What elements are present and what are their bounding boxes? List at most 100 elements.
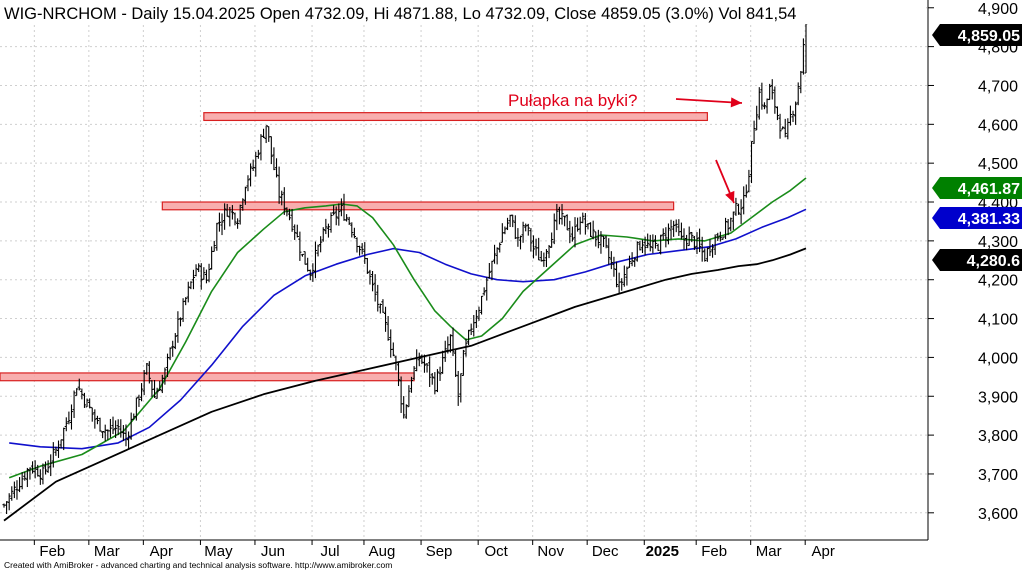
ohlc-bar [334,206,338,226]
ohlc-bar [614,261,619,288]
ohlc-bar [477,306,481,321]
ohlc-bar [62,427,66,451]
ohlc-bar [293,224,297,240]
ohlc-bar [415,349,419,372]
ohlc-bar [485,277,489,301]
ohlc-bar [137,394,141,407]
ohlc-bar [531,235,536,259]
last-value-tag: 4,280.6 [932,249,1022,271]
ohlc-bar [298,231,302,261]
ma-line-green [8,177,807,479]
ohlc-bar [435,369,440,393]
y-tick-label: 4,500 [978,156,1018,173]
ohlc-bar [456,370,460,406]
x-tick-label: Jun [261,543,285,560]
ohlc-bar [313,241,318,279]
ohlc-bar [319,236,323,253]
ohlc-bar [347,216,351,225]
ohlc-bar [171,340,175,357]
ohlc-bar [295,224,299,238]
ohlc-bar [326,223,331,238]
ohlc-bar [713,234,717,255]
last-value-tag: 4,859.05 [932,24,1022,46]
ohlc-bar [38,469,42,485]
ohlc-bar [596,229,600,249]
chart-title: WIG-NRCHOM - Daily 15.04.2025 Open 4732.… [4,5,796,23]
ohlc-bar [10,486,14,501]
ohlc-bar [114,420,118,438]
ohlc-bar [274,158,279,178]
ohlc-bar [316,244,320,257]
ohlc-bar [588,222,593,237]
ohlc-bar [672,220,676,237]
ohlc-bar [718,231,722,242]
ohlc-bar [238,204,242,225]
ohlc-bar [168,347,172,361]
ohlc-bar [583,213,587,235]
ohlc-bar [682,228,686,250]
ohlc-bar [350,222,354,238]
ohlc-bar [386,316,390,341]
ohlc-bar [337,203,341,226]
x-tick-label: Jul [320,543,339,560]
ohlc-bar [111,416,115,435]
ohlc-bar [352,227,356,239]
ohlc-bar [747,169,751,193]
ohlc-bar [778,113,782,139]
x-tick-label: Aug [369,543,396,560]
ohlc-bar [666,223,671,245]
ohlc-bar [235,218,240,229]
ohlc-bar [243,186,247,205]
ohlc-bar [526,223,530,236]
ohlc-bar [568,220,572,244]
ohlc-bar [12,481,16,499]
ohlc-bar [101,430,105,439]
ohlc-bar [801,38,806,75]
annotation-text: Pułapka na byki? [508,91,637,110]
ohlc-bar [422,354,427,373]
ohlc-bar [368,269,372,285]
ohlc-bar [796,82,800,106]
price-zone [161,201,675,211]
ohlc-bar [586,223,590,230]
tag-label: 4,859.05 [958,28,1020,45]
ohlc-bar [651,234,655,254]
x-tick-label: 2025 [646,543,679,560]
ohlc-bar [674,219,678,233]
annotation-arrow-breakout-head [725,190,735,203]
ohlc-bar [594,231,598,247]
ohlc-bar [612,256,616,277]
ohlc-bar [757,87,761,120]
ohlc-bar [739,199,743,224]
ohlc-bar [280,190,284,206]
ohlc-bar [191,269,196,290]
ohlc-bar [690,231,694,243]
y-tick-label: 4,900 [978,1,1018,18]
ohlc-bar [731,211,735,230]
ohlc-bar [23,471,27,481]
ohlc-bar [25,467,29,488]
ohlc-bar [537,237,541,261]
ohlc-bar [202,267,206,280]
ohlc-bar [357,245,362,256]
ohlc-bar [791,110,795,123]
ohlc-bar [329,212,333,233]
ohlc-bar [794,101,798,125]
ohlc-bar [339,198,344,217]
ohlc-bar [158,380,162,391]
ohlc-bar [207,263,211,283]
ohlc-bar [679,222,684,240]
ohlc-bar [425,363,429,373]
ohlc-bar [33,460,37,479]
ohlc-bar [93,409,97,429]
ohlc-bar [609,251,613,270]
ohlc-bar [139,383,144,402]
ohlc-bar [119,419,123,438]
ohlc-bar [80,388,84,400]
ohlc-bar [607,238,611,265]
ohlc-bar [409,376,414,393]
ohlc-bar [700,236,704,262]
ohlc-bar [591,220,595,240]
y-tick-label: 3,700 [978,467,1018,484]
ohlc-bar [755,105,759,131]
